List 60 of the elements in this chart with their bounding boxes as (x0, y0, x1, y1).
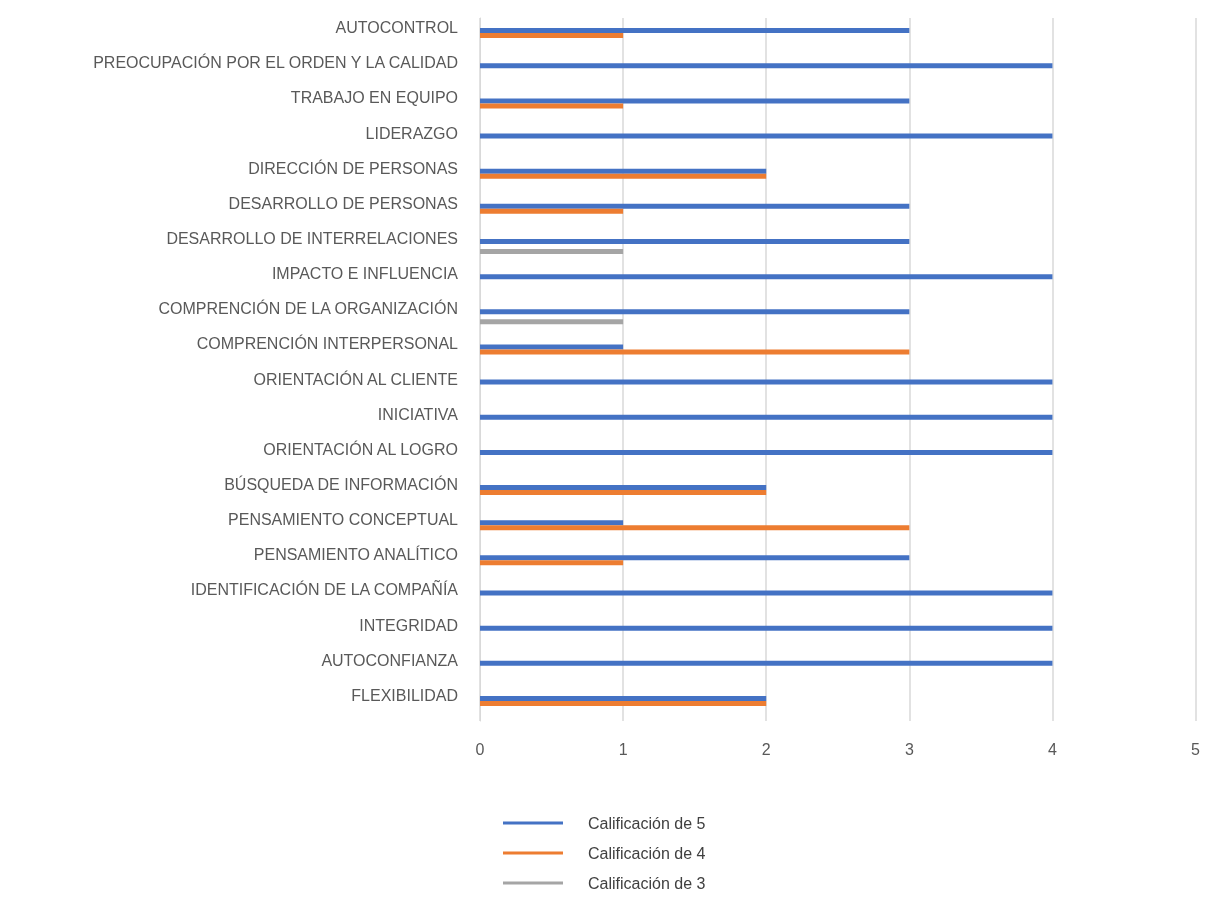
x-tick-label: 4 (1047, 740, 1057, 758)
bar (480, 520, 624, 526)
y-tick-label: IDENTIFICACIÓN DE LA COMPAÑÍA (190, 579, 459, 599)
bar (480, 63, 1053, 69)
y-tick-label: PREOCUPACIÓN POR EL ORDEN Y LA CALIDAD (93, 53, 458, 72)
bar (480, 133, 1053, 139)
y-tick-label: DESARROLLO DE PERSONAS (228, 194, 458, 212)
bar (480, 344, 624, 350)
bar (480, 33, 624, 39)
bar (480, 238, 910, 244)
bar (480, 349, 910, 355)
y-tick-label: TRABAJO EN EQUIPO (290, 89, 458, 107)
y-tick-label: AUTOCONFIANZA (321, 651, 459, 669)
y-tick-label: FLEXIBILIDAD (351, 686, 458, 704)
bar (480, 274, 1053, 280)
x-tick-label: 3 (904, 740, 914, 758)
y-tick-label: ORIENTACIÓN AL CLIENTE (253, 369, 458, 388)
bar (480, 695, 767, 701)
x-tick-label: 2 (761, 740, 771, 758)
bar (480, 28, 910, 34)
y-tick-label: DIRECCIÓN DE PERSONAS (248, 158, 458, 177)
bar (480, 173, 767, 179)
x-tick-label: 0 (475, 740, 485, 758)
y-tick-label: DESARROLLO DE INTERRELACIONES (166, 229, 458, 247)
y-tick-label: INICIATIVA (377, 405, 459, 423)
bar (480, 525, 910, 531)
legend-label: Calificación de 4 (588, 844, 706, 862)
y-tick-label: LIDERAZGO (365, 124, 458, 142)
bar (480, 248, 624, 254)
bar (480, 700, 767, 706)
y-tick-label: PENSAMIENTO ANALÍTICO (253, 545, 458, 564)
bar (480, 98, 910, 104)
bar (480, 490, 767, 496)
bar (480, 203, 910, 209)
legend-label: Calificación de 3 (588, 874, 706, 892)
bar (480, 309, 910, 315)
bar (480, 555, 910, 561)
y-tick-label: COMPRENCIÓN INTERPERSONAL (196, 334, 459, 353)
y-tick-label: IMPACTO E INFLUENCIA (271, 265, 459, 283)
bar (480, 208, 624, 214)
bar (480, 660, 1053, 666)
y-tick-label: BÚSQUEDA DE INFORMACIÓN (224, 475, 458, 494)
legend-label: Calificación de 5 (588, 814, 706, 832)
bar (480, 379, 1053, 385)
x-tick-label: 1 (618, 740, 628, 758)
bar (480, 414, 1053, 420)
bar (480, 485, 767, 491)
bar (480, 103, 624, 109)
bar (480, 168, 767, 174)
y-tick-label: INTEGRIDAD (359, 616, 458, 634)
y-tick-label: ORIENTACIÓN AL LOGRO (263, 439, 458, 458)
bar (480, 449, 1053, 455)
y-tick-label: PENSAMIENTO CONCEPTUAL (228, 511, 459, 529)
y-tick-label: COMPRENCIÓN DE LA ORGANIZACIÓN (158, 299, 458, 318)
bar (480, 560, 624, 566)
bar (480, 319, 624, 325)
bar (480, 625, 1053, 631)
x-tick-label: 5 (1191, 740, 1201, 758)
bar (480, 590, 1053, 596)
y-tick-label: AUTOCONTROL (335, 19, 459, 37)
